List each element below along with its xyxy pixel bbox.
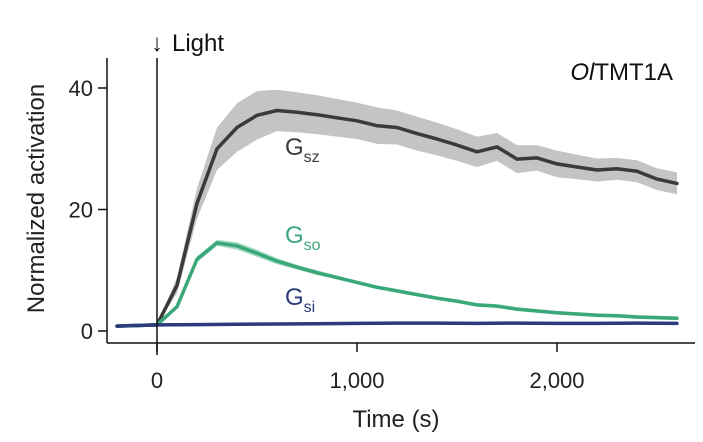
gsz-label-sub: sz bbox=[304, 149, 320, 166]
x-tick-label: 0 bbox=[151, 368, 163, 393]
gso-line bbox=[115, 241, 679, 328]
gsi-label-sub: si bbox=[304, 299, 316, 316]
light-annotation-label: Light bbox=[172, 30, 224, 57]
y-tick-label: 40 bbox=[69, 76, 93, 101]
gsi-label: Gsi bbox=[285, 284, 315, 316]
x-tick-label: 2,000 bbox=[529, 368, 584, 393]
gsz-label-main: G bbox=[285, 134, 304, 161]
chart-title-italic: Ol bbox=[570, 59, 595, 86]
y-tick-label: 0 bbox=[81, 319, 93, 344]
x-tick-label: 1,000 bbox=[329, 368, 384, 393]
gsz-label: Gsz bbox=[285, 134, 320, 166]
chart-title: OlTMT1A bbox=[570, 59, 673, 86]
gsi-line bbox=[115, 321, 679, 328]
series-lines bbox=[115, 108, 679, 328]
y-tick-label: 20 bbox=[69, 198, 93, 223]
gso-label-sub: so bbox=[304, 237, 321, 254]
gso-label: Gso bbox=[285, 222, 321, 254]
chart-title-regular: TMT1A bbox=[594, 59, 673, 86]
gsi-label-main: G bbox=[285, 284, 304, 311]
gso-band bbox=[117, 239, 677, 327]
y-ticks: 0 20 40 bbox=[69, 76, 107, 344]
x-axis-title: Time (s) bbox=[352, 406, 439, 433]
down-arrow-icon: ↓ bbox=[151, 30, 163, 57]
gso-label-main: G bbox=[285, 222, 304, 249]
x-ticks: 0 1,000 2,000 bbox=[151, 343, 585, 393]
gsz-band bbox=[117, 89, 677, 327]
y-axis-title: Normalized activation bbox=[23, 84, 50, 313]
